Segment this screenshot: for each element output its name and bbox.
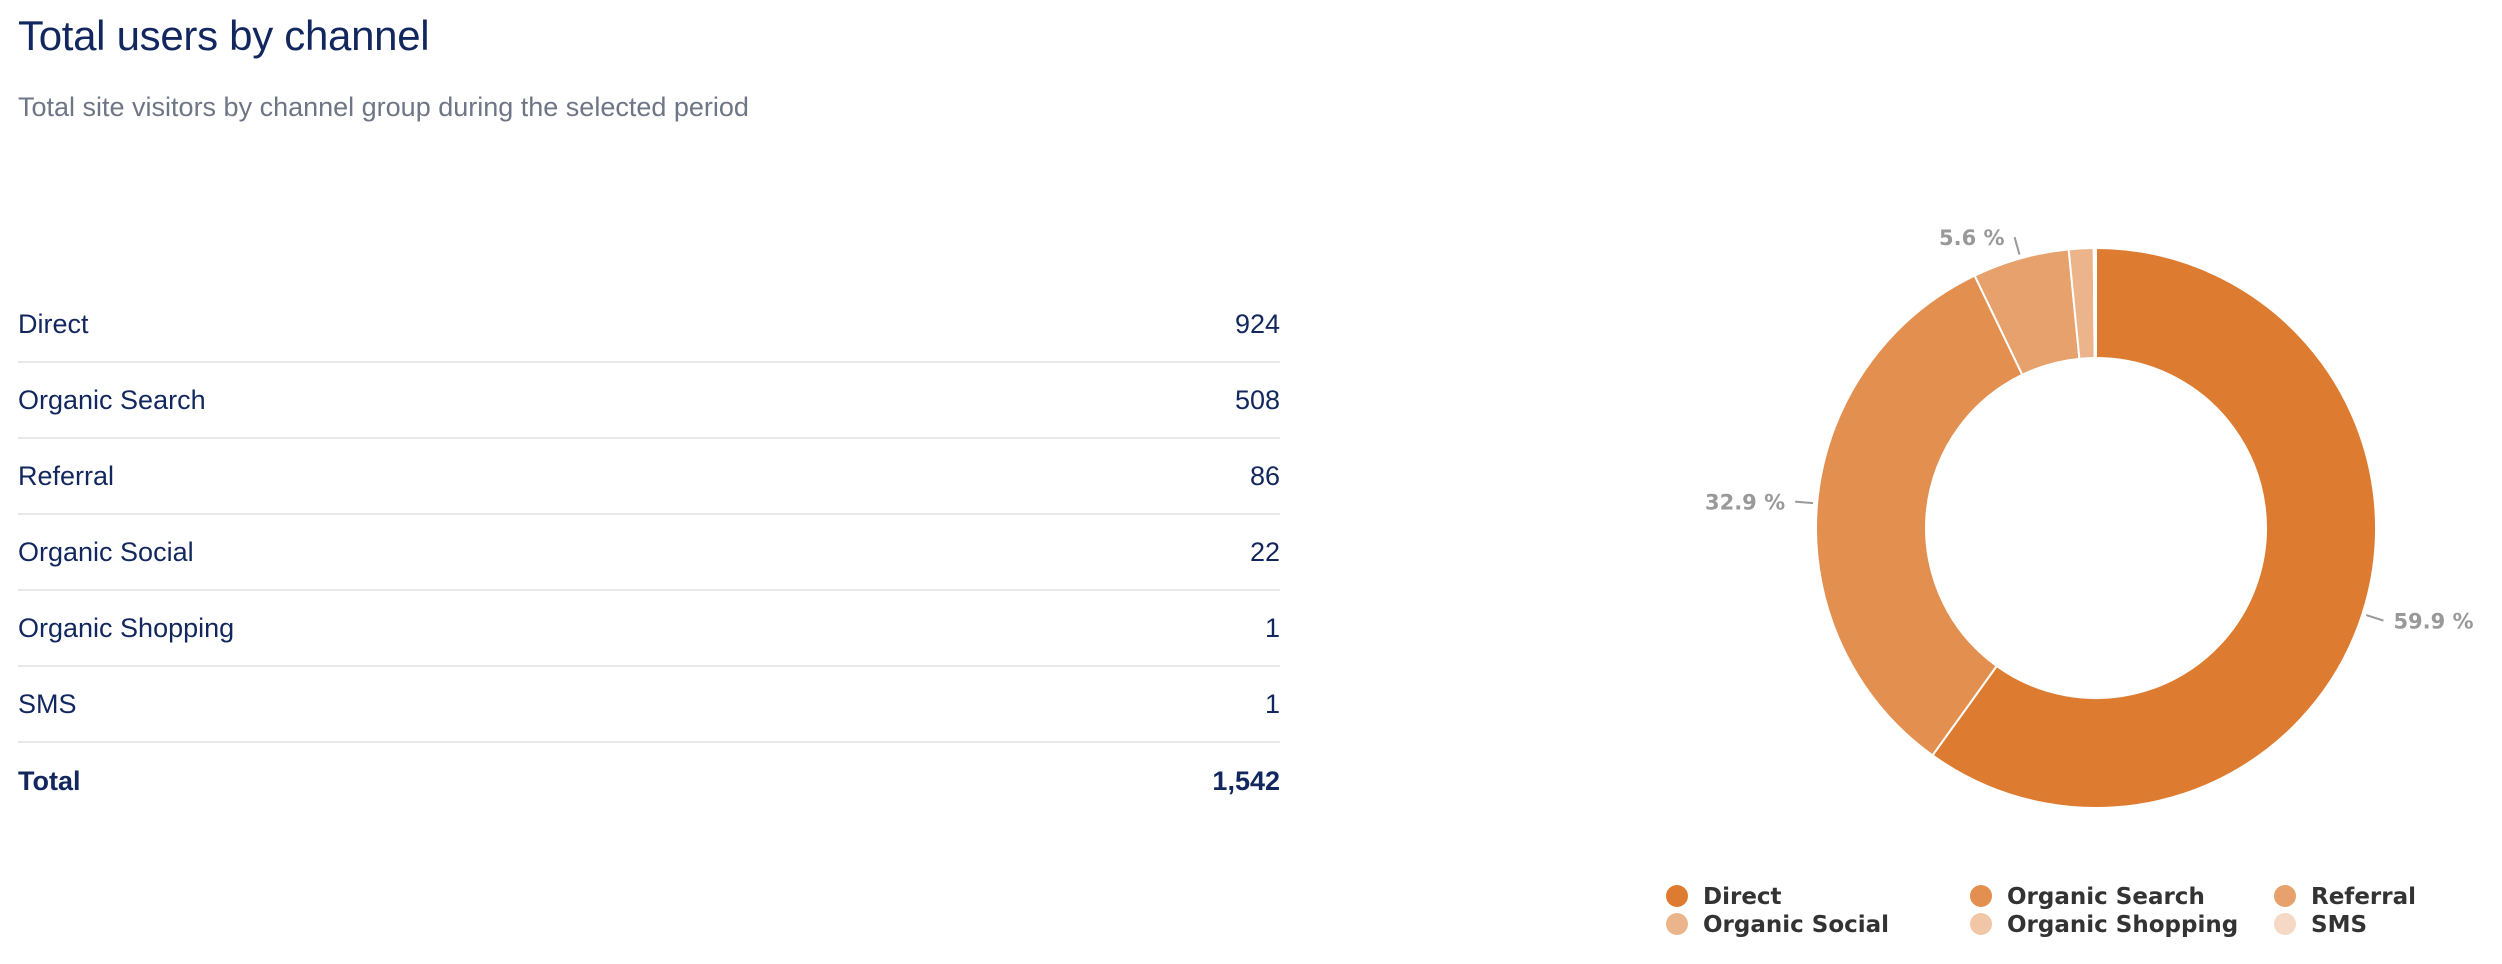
row-label: Organic Shopping	[18, 612, 235, 643]
row-label: SMS	[18, 688, 77, 719]
slice-organic-search[interactable]	[1815, 274, 2024, 757]
table-row: Direct 924	[18, 287, 1280, 363]
total-label: Total	[18, 765, 81, 796]
row-value: 22	[1249, 536, 1280, 567]
row-label: Organic Search	[18, 384, 206, 415]
data-label: 5.6 %	[1939, 226, 2005, 250]
row-label: Organic Social	[18, 536, 194, 567]
row-value: 86	[1249, 460, 1280, 491]
legend-swatch	[1970, 885, 1992, 907]
table-row: Organic Social 22	[18, 515, 1280, 591]
slice-direct[interactable]	[1931, 246, 2377, 809]
legend-item[interactable]: Organic Social	[1703, 912, 1889, 938]
row-label: Referral	[18, 460, 115, 491]
label-connector	[1795, 500, 1814, 505]
table-row: Referral 86	[18, 439, 1280, 515]
page-title: Total users by channel	[18, 12, 430, 59]
data-label: 32.9 %	[1705, 491, 1785, 515]
total-value: 1,542	[1212, 765, 1280, 796]
row-value: 508	[1234, 384, 1280, 415]
legend-swatch	[2274, 885, 2296, 907]
data-label: 59.9 %	[2393, 610, 2473, 634]
slice-sms[interactable]	[2093, 246, 2097, 360]
legend-swatch	[1666, 913, 1688, 935]
table-row: Organic Search 508	[18, 363, 1280, 439]
label-connector	[2013, 236, 2021, 255]
row-value: 1	[1264, 688, 1280, 719]
legend-swatch	[1970, 913, 1992, 935]
label-connector	[2366, 614, 2384, 622]
legend-item[interactable]: Referral	[2311, 884, 2416, 910]
table-total-row: Total 1,542	[18, 743, 1280, 819]
table-row: SMS 1	[18, 667, 1280, 743]
legend-item[interactable]: Organic Shopping	[2007, 912, 2238, 938]
page-subtitle: Total site visitors by channel group dur…	[18, 92, 749, 122]
table-row: Organic Shopping 1	[18, 591, 1280, 667]
legend-item[interactable]: SMS	[2311, 912, 2367, 938]
row-value: 1	[1264, 612, 1280, 643]
legend-item[interactable]: Organic Search	[2007, 884, 2205, 910]
legend-swatch	[1666, 885, 1688, 907]
legend-swatch	[2274, 913, 2296, 935]
row-value: 924	[1234, 308, 1280, 339]
legend-item[interactable]: Direct	[1703, 884, 1782, 910]
row-label: Direct	[18, 308, 89, 339]
channel-table: Direct 924 Organic Search 508 Referral 86 O…	[18, 287, 1280, 819]
